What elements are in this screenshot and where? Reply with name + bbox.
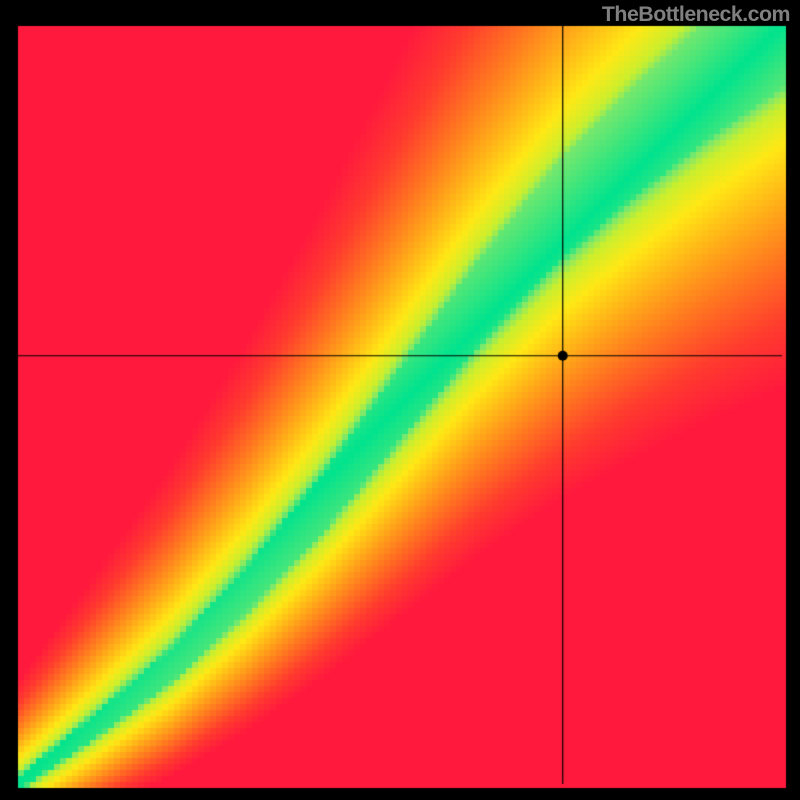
watermark-text: TheBottleneck.com — [602, 2, 790, 27]
chart-container: TheBottleneck.com — [0, 0, 800, 800]
bottleneck-heatmap-canvas — [0, 0, 800, 800]
